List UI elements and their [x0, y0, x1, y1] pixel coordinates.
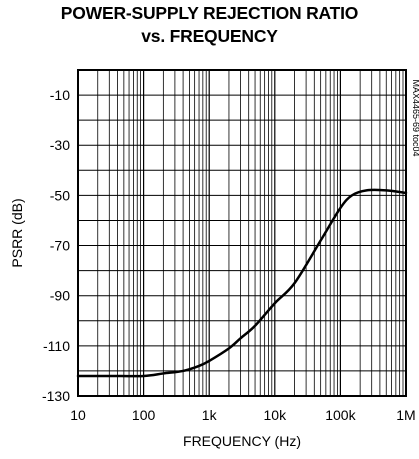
x-tick-label: 100 [132, 407, 156, 423]
y-axis-label: PSRR (dB) [9, 198, 25, 267]
y-tick-label: -70 [50, 238, 70, 254]
y-tick-label: -30 [50, 137, 70, 153]
y-tick-label: -130 [42, 388, 70, 404]
x-axis-label: FREQUENCY (Hz) [183, 433, 301, 449]
x-tick-label: 1k [202, 407, 218, 423]
x-tick-label: 1M [396, 407, 415, 423]
part-code-label: MAX4465-69 toc04 [411, 79, 419, 156]
x-tick-label: 10k [264, 407, 288, 423]
chart-title-line1: POWER-SUPPLY REJECTION RATIO [60, 3, 359, 23]
y-tick-labels: -10 -30 -50 -70 -90 -110 -130 [42, 87, 70, 404]
y-tick-label: -50 [50, 187, 70, 203]
psrr-curve [76, 188, 408, 378]
y-tick-label: -110 [43, 338, 70, 354]
y-tick-label: -10 [50, 87, 70, 103]
x-tick-label: 10 [70, 407, 86, 423]
x-tick-label: 100k [325, 407, 356, 423]
y-tick-label: -90 [50, 288, 70, 304]
chart-title-line2: vs. FREQUENCY [141, 26, 278, 46]
grid-lines [78, 70, 406, 396]
x-tick-labels: 10 100 1k 10k 100k 1M [70, 407, 416, 423]
plot-frame [77, 69, 407, 397]
